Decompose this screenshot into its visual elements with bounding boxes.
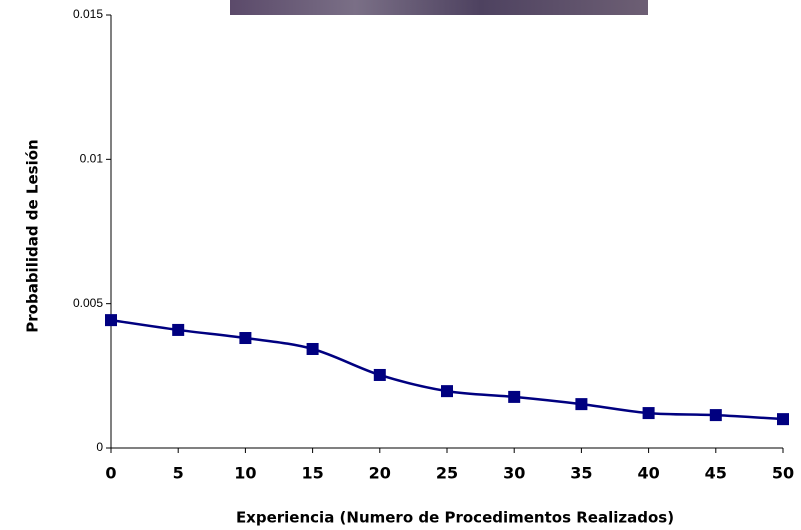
y-axis-title: Probabilidad de Lesión <box>24 139 42 332</box>
marker <box>441 385 453 398</box>
x-tick-label: 20 <box>369 464 391 483</box>
x-tick-label: 35 <box>570 464 592 483</box>
marker <box>709 409 722 422</box>
y-tick-label: 0.015 <box>73 7 103 21</box>
marker <box>239 332 252 345</box>
marker <box>172 323 185 336</box>
marker <box>105 314 117 327</box>
x-axis-title: Experiencia (Numero de Procedimentos Rea… <box>236 509 674 527</box>
marker <box>508 390 521 403</box>
x-tick-label: 40 <box>637 464 659 483</box>
marker <box>373 368 386 381</box>
y-tick-label: 0 <box>96 440 103 454</box>
x-tick-label: 25 <box>436 464 458 483</box>
x-tick-label: 10 <box>234 464 256 483</box>
marker <box>575 398 588 411</box>
x-tick-label: 0 <box>105 464 116 483</box>
photo-fragment <box>230 0 648 15</box>
x-tick-label: 50 <box>772 464 794 483</box>
x-tick-label: 15 <box>301 464 323 483</box>
x-tick-label: 5 <box>173 464 184 483</box>
marker <box>642 407 655 420</box>
x-tick-label: 45 <box>705 464 727 483</box>
y-tick-label: 0.01 <box>80 152 104 166</box>
marker <box>306 342 319 355</box>
x-tick-label: 30 <box>503 464 525 483</box>
line <box>110 318 784 421</box>
y-tick-label: 0.005 <box>73 296 103 310</box>
marker <box>777 413 789 426</box>
